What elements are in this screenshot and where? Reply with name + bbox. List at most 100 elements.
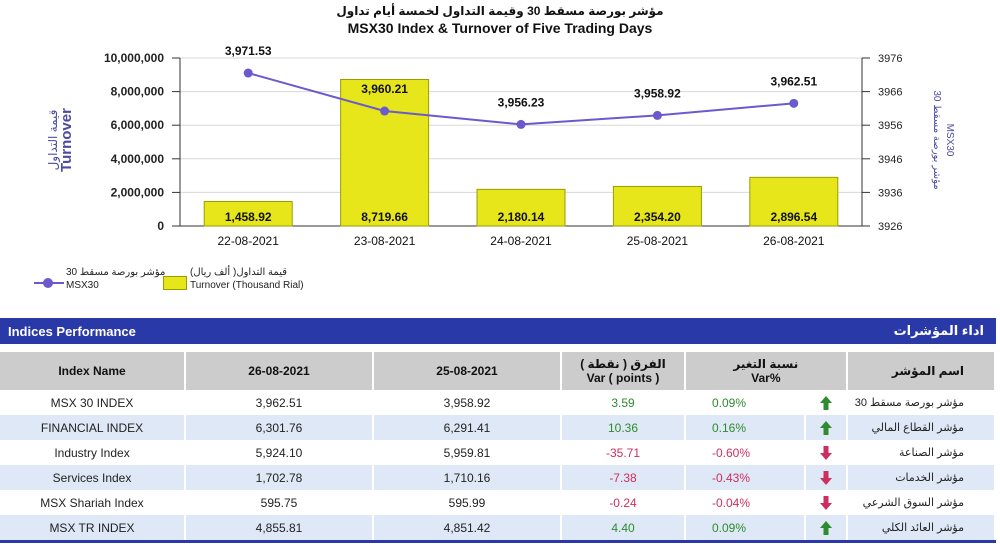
indices-performance-table: Index Name 26-08-2021 25-08-2021 الفرق (… [0, 352, 997, 543]
table-row: FINANCIAL INDEX 6,301.76 6,291.41 10.36 0.16… [0, 415, 997, 440]
col-var-percent-arabic: نسبة التغير [733, 357, 799, 371]
legend-line-marker [43, 278, 53, 288]
col-date-2: 25-08-2021 [373, 352, 562, 390]
date-1-value: 595.75 [185, 490, 374, 515]
bar-data-label: 2,354.20 [634, 210, 681, 224]
bar [203, 200, 293, 227]
line-point [243, 68, 253, 78]
arrow-down-icon [819, 470, 832, 485]
var-points-value: 3.59 [561, 390, 686, 415]
var-percent-value: 0.09% [685, 515, 806, 543]
y-tick-label: 8,000,000 [111, 85, 165, 99]
bar-data-label: 1,458.92 [225, 210, 272, 224]
bar [749, 176, 839, 227]
trend-arrow-cell [804, 415, 848, 440]
arrow-down-icon [819, 495, 832, 510]
legend-msx30: مؤشر بورصة مسقط 30 MSX30 [66, 266, 165, 292]
indices-performance-title: Indices Performance [8, 324, 136, 339]
date-2-value: 1,710.16 [373, 465, 562, 490]
line-data-label: 3,971.53 [225, 44, 272, 58]
indices-performance-title-arabic: اداء المؤشرات [893, 323, 984, 338]
x-tick-label: 23-08-2021 [354, 234, 416, 248]
x-tick-label: 24-08-2021 [490, 234, 552, 248]
y2-tick-label: 3946 [878, 154, 902, 166]
index-name-arabic-cell: مؤشر القطاع المالي [846, 415, 997, 440]
y-axis-left-label: قيمة التداول Turnover [46, 108, 75, 172]
col-var-points-english: Var ( points ) [586, 371, 660, 385]
date-1-value: 1,702.78 [185, 465, 374, 490]
var-percent-value: -0.43% [685, 465, 806, 490]
combo-chart: 0 3926 2,000,000 3936 4,000,000 3946 6,000,000… [104, 44, 903, 248]
y-tick-label: 6,000,000 [111, 118, 165, 132]
index-name-arabic-cell: مؤشر بورصة مسقط 30 [846, 390, 997, 415]
y2-tick-label: 3966 [878, 87, 902, 99]
bar [476, 188, 566, 227]
y-axis-right-label-arabic: مؤشر بورصة مسقط 30 [931, 90, 942, 190]
index-name-arabic-cell: مؤشر الصناعة [846, 440, 997, 465]
index-name-cell: Industry Index [0, 440, 186, 465]
var-percent-value: -0.60% [685, 440, 806, 465]
y-tick-label: 0 [157, 219, 164, 233]
var-points-value: -0.24 [561, 490, 686, 515]
col-index-name-arabic: اسم المؤشر [846, 352, 997, 390]
legend-msx30-english: MSX30 [66, 280, 99, 291]
col-var-points: الفرق ( نقطة ) Var ( points ) [561, 352, 686, 390]
line-data-label: 3,958.92 [634, 86, 681, 100]
line-point [652, 110, 662, 120]
x-tick-label: 25-08-2021 [627, 234, 689, 248]
y-axis-right-label-english: MSX30 [944, 123, 955, 157]
table-row: Services Index 1,702.78 1,710.16 -7.38 -0.43… [0, 465, 997, 490]
table-row: MSX TR INDEX 4,855.81 4,851.42 4.40 0.09% مؤش… [0, 515, 997, 543]
line-point [516, 119, 526, 129]
bar [612, 185, 702, 227]
table-row: MSX 30 INDEX 3,962.51 3,958.92 3.59 0.09% مؤش… [0, 390, 997, 415]
index-name-arabic-cell: مؤشر السوق الشرعي [846, 490, 997, 515]
bar [340, 79, 430, 227]
var-percent-value: 0.09% [685, 390, 806, 415]
trend-arrow-cell [804, 515, 848, 543]
var-points-value: -35.71 [561, 440, 686, 465]
index-name-cell: FINANCIAL INDEX [0, 415, 186, 440]
col-date-1: 26-08-2021 [185, 352, 374, 390]
y2-tick-label: 3956 [878, 120, 902, 132]
line-data-label: 3,956.23 [498, 95, 545, 109]
y-axis-right-label: MSX30 مؤشر بورصة مسقط 30 [930, 90, 956, 189]
index-name-cell: Services Index [0, 465, 186, 490]
trend-arrow-cell [804, 390, 848, 415]
line-point [380, 106, 390, 116]
arrow-down-icon [819, 445, 832, 460]
date-2-value: 5,959.81 [373, 440, 562, 465]
arrow-up-icon [819, 395, 832, 410]
date-2-value: 3,958.92 [373, 390, 562, 415]
col-index-name: Index Name [0, 352, 186, 390]
y2-tick-label: 3976 [878, 53, 902, 65]
var-points-value: 10.36 [561, 415, 686, 440]
legend-turnover-english: Turnover (Thousand Rial) [190, 280, 304, 291]
indices-performance-header: Indices Performance اداء المؤشرات [0, 318, 996, 344]
y-tick-label: 2,000,000 [111, 185, 165, 199]
col-var-points-arabic: الفرق ( نقطة ) [580, 357, 666, 371]
col-var-percent-english: Var% [751, 371, 781, 385]
legend-turnover-arabic: قيمة التداول( ألف ريال) [190, 267, 288, 278]
legend-msx30-arabic: مؤشر بورصة مسقط 30 [66, 267, 166, 278]
line-data-label: 3,962.51 [770, 74, 817, 88]
trend-arrow-cell [804, 440, 848, 465]
chart-title-arabic: مؤشر بورصة مسقط 30 وقيمة التداول لخمسة أ… [336, 4, 664, 18]
var-percent-value: -0.04% [685, 490, 806, 515]
legend-bar-swatch [163, 276, 187, 290]
trend-arrow-cell [804, 465, 848, 490]
var-points-value: -7.38 [561, 465, 686, 490]
col-var-percent: نسبة التغير Var% [685, 352, 848, 390]
y-tick-label: 10,000,000 [104, 51, 164, 65]
bar-data-label: 2,180.14 [498, 210, 545, 224]
index-name-arabic-cell: مؤشر الخدمات [846, 465, 997, 490]
bar-data-label: 8,719.66 [361, 210, 408, 224]
table-row: MSX Shariah Index 595.75 595.99 -0.24 -0.04%… [0, 490, 997, 515]
index-name-cell: MSX Shariah Index [0, 490, 186, 515]
date-1-value: 5,924.10 [185, 440, 374, 465]
table-header-row: Index Name 26-08-2021 25-08-2021 الفرق (… [0, 352, 997, 390]
arrow-up-icon [819, 420, 832, 435]
trend-arrow-cell [804, 490, 848, 515]
date-1-value: 4,855.81 [185, 515, 374, 543]
index-name-cell: MSX 30 INDEX [0, 390, 186, 415]
